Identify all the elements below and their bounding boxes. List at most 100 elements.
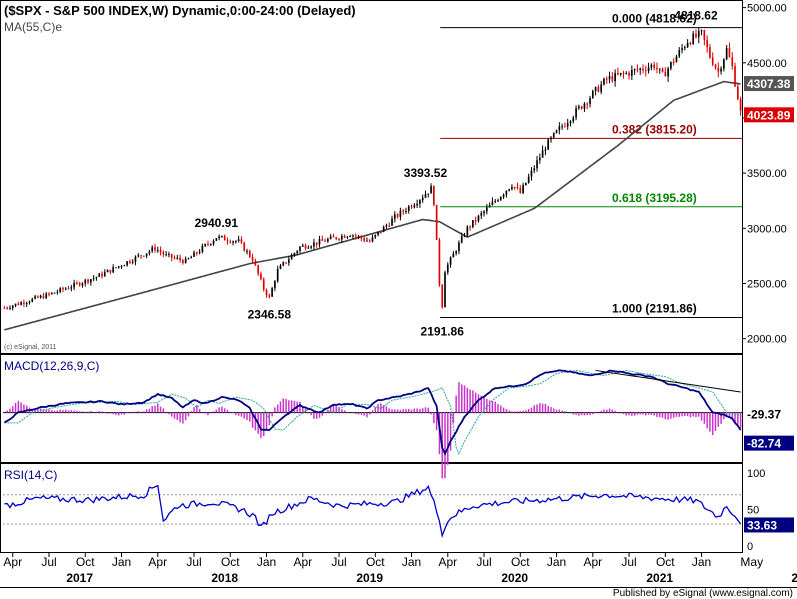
candle-body (265, 289, 268, 296)
candle-body (28, 301, 31, 303)
candle-body (692, 33, 695, 44)
macd-line (3, 369, 742, 456)
time-axis: Apr Jul Oct Jan Apr Jul Oct Jan Apr Jul Oct Jan Apr J… (3, 553, 797, 585)
candle-body (382, 226, 385, 233)
candle-body (145, 253, 148, 256)
candle-body (463, 235, 466, 237)
candle-body (235, 241, 237, 243)
candle-body (413, 205, 416, 208)
candle-body (407, 206, 410, 212)
month-label: Apr (148, 555, 167, 569)
candle-body (53, 292, 56, 294)
last-price-tag: 4023.89 (747, 108, 791, 122)
candle-body (170, 254, 173, 258)
candle-body (338, 238, 340, 240)
price-candles (3, 27, 742, 311)
candle-body (6, 307, 9, 309)
candle-body (159, 250, 162, 253)
candle-body (31, 298, 34, 302)
candle-body (446, 264, 449, 273)
candle-body (667, 68, 669, 77)
candle-body (611, 76, 614, 82)
candle-body (497, 200, 499, 202)
candle-body (731, 57, 734, 67)
candle-body (410, 206, 413, 208)
price-tick-label: 2000.00 (747, 334, 787, 346)
candle-body (658, 68, 661, 70)
candle-body (67, 288, 70, 290)
month-label: Oct (366, 555, 385, 569)
candle-body (349, 236, 352, 238)
candle-body (664, 71, 667, 77)
candle-body (469, 226, 471, 228)
candle-body (550, 137, 552, 140)
swing-label: 4818.62 (674, 9, 718, 23)
candle-body (226, 240, 229, 242)
price-tags: 4307.38 4023.89 (744, 76, 794, 123)
price-tick-label: 4500.00 (747, 58, 787, 70)
candle-body (3, 307, 6, 309)
candle-body (126, 261, 128, 266)
candle-body (622, 72, 625, 74)
candle-body (243, 242, 246, 251)
candle-body (193, 252, 195, 257)
month-label: Oct (221, 555, 240, 569)
candle-body (594, 87, 597, 91)
candle-body (276, 268, 279, 282)
fib-level-label: 0.000 (4818.62) (612, 12, 697, 26)
candle-body (274, 281, 276, 289)
candle-body (95, 276, 98, 279)
footer-credit: Published by eSignal (www.esignal.com) (613, 588, 793, 599)
candle-body (184, 258, 187, 264)
candle-body (11, 305, 14, 309)
month-label: May (740, 555, 763, 569)
month-label: Oct (656, 555, 675, 569)
candle-body (544, 149, 547, 151)
candle-body (589, 98, 591, 104)
candle-body (385, 225, 388, 227)
candle-body (527, 176, 530, 183)
candle-body (207, 244, 209, 246)
candle-body (232, 241, 234, 243)
ma-value-tag: 4307.38 (747, 77, 791, 91)
candle-body (555, 130, 558, 133)
candle-body (600, 84, 603, 92)
candle-body (282, 262, 285, 266)
year-label: 2021 (646, 571, 673, 585)
candle-body (204, 244, 207, 246)
candle-body (455, 251, 457, 254)
candle-body (296, 251, 299, 254)
month-label: Jul (186, 555, 201, 569)
candle-body (248, 250, 251, 257)
candle-body (697, 30, 700, 37)
candle-body (522, 185, 524, 193)
candle-body (360, 236, 363, 239)
candle-body (480, 213, 483, 216)
candle-body (260, 273, 262, 280)
candle-body (736, 86, 739, 100)
macd-histogram-tag-bg (744, 406, 794, 422)
candle-body (154, 247, 156, 251)
candle-body (605, 78, 608, 80)
candle-body (402, 210, 405, 212)
macd-value-tag: -82.74 (747, 437, 781, 451)
macd-trendline (595, 369, 741, 393)
candle-body (106, 269, 109, 273)
candle-body (366, 240, 368, 242)
candle-body (628, 72, 630, 76)
candle-body (332, 236, 335, 238)
candle-body (251, 256, 254, 262)
candle-body (25, 302, 28, 305)
month-label: Apr (3, 555, 22, 569)
candle-body (653, 64, 655, 68)
candle-body (37, 296, 39, 298)
month-label: Apr (293, 555, 312, 569)
candle-body (700, 30, 703, 32)
price-tick-label: 3000.00 (747, 223, 787, 235)
candle-body (148, 251, 151, 254)
ma-value-tag-bg (744, 76, 794, 92)
candle-body (633, 69, 636, 71)
candle-body (566, 123, 569, 127)
candle-body (711, 57, 714, 65)
copyright-note: (c) eSignal, 2011 (4, 344, 57, 351)
